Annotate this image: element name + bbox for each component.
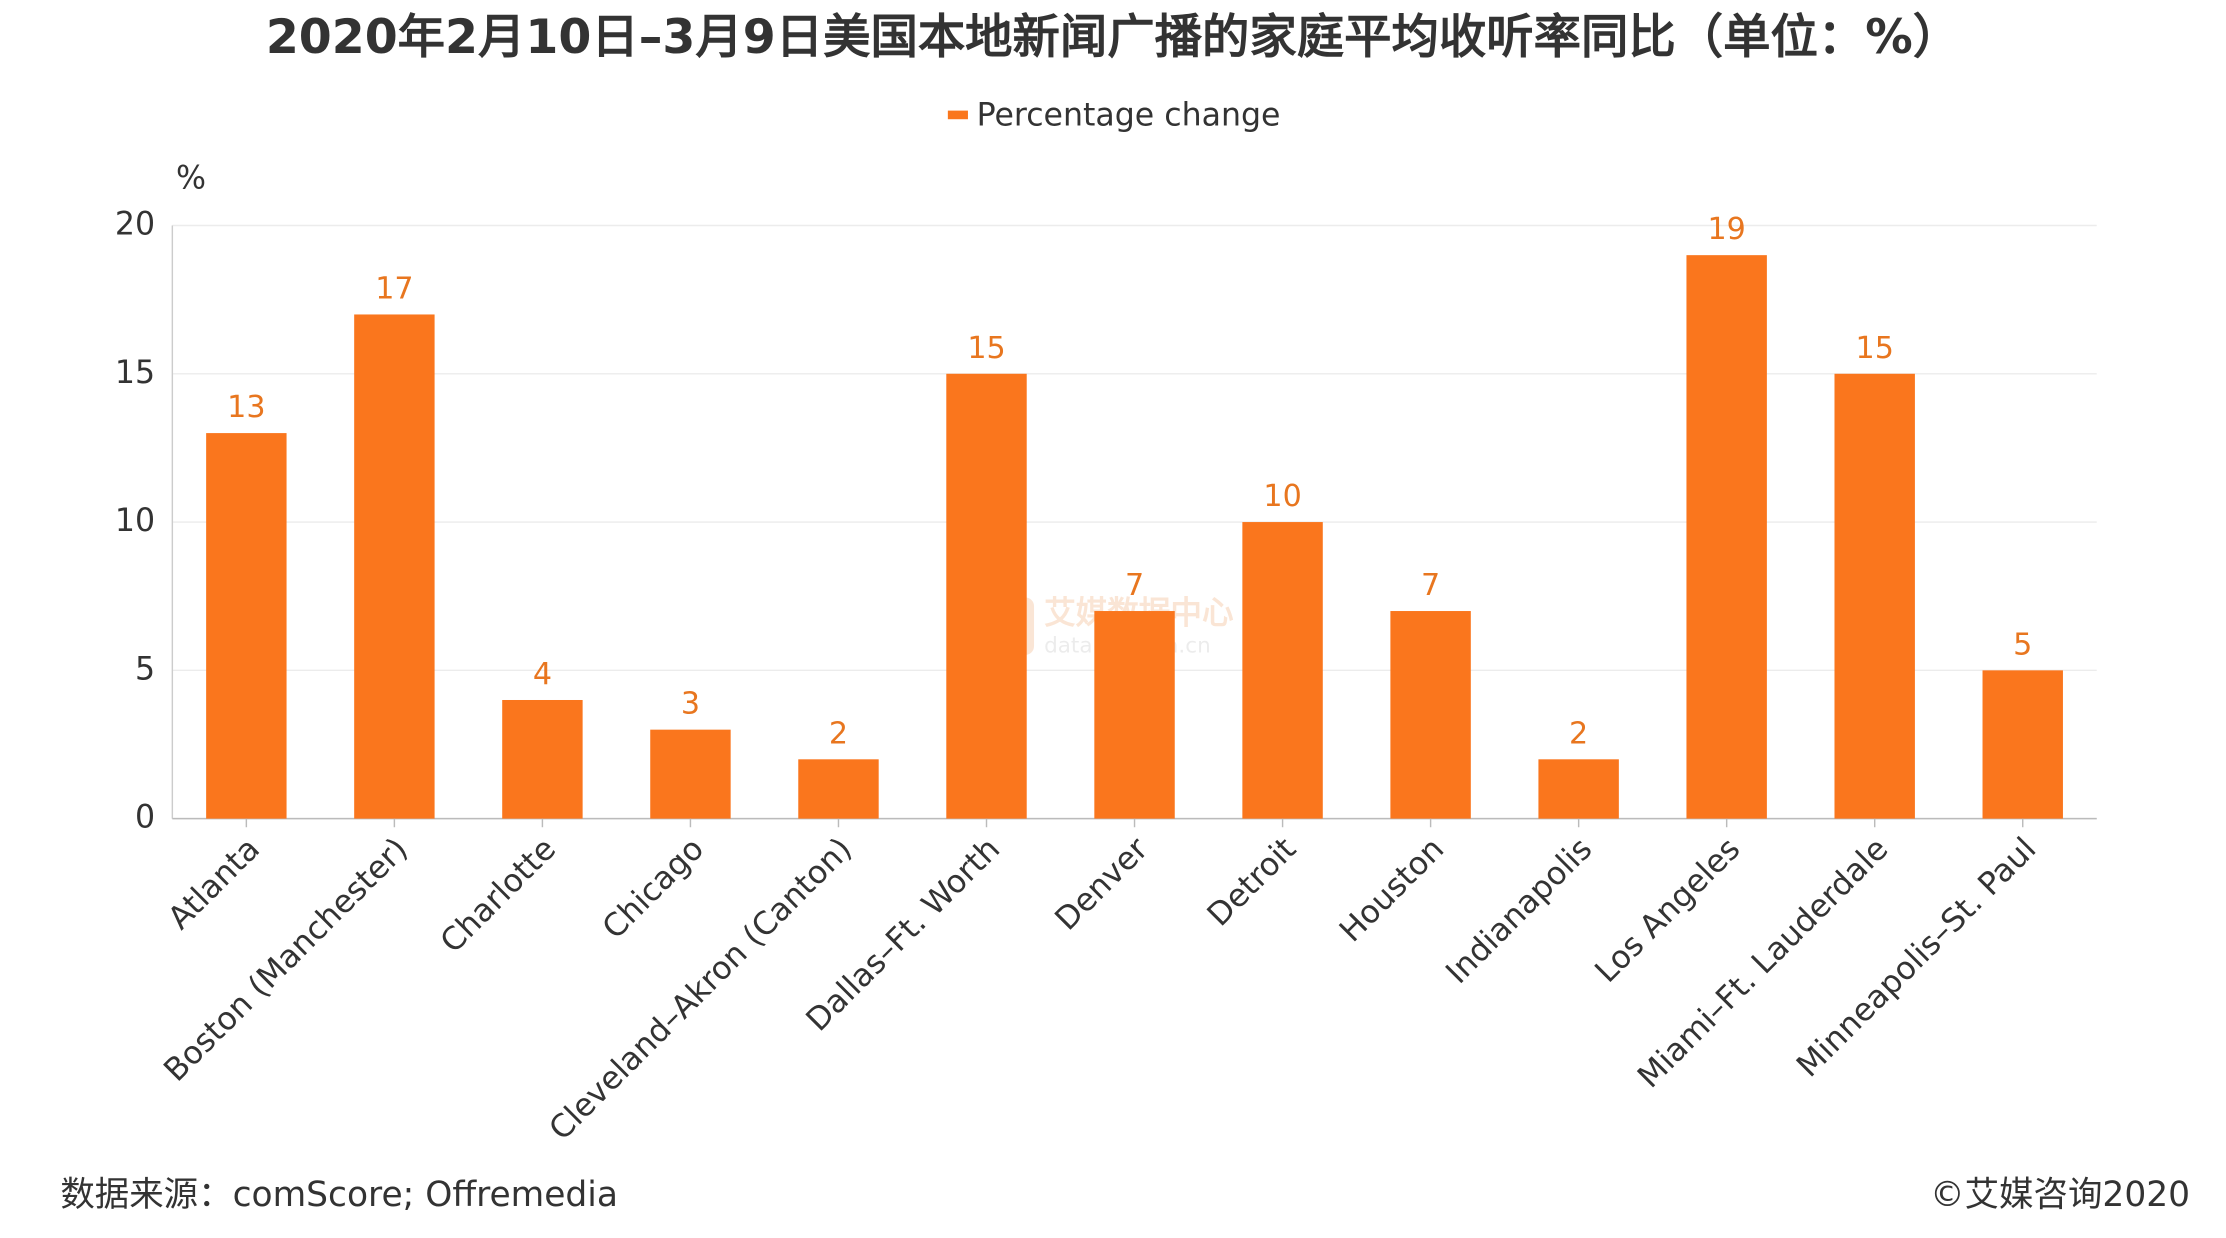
data-label: 4	[533, 657, 552, 692]
legend-swatch	[947, 110, 968, 120]
bar	[1834, 373, 1915, 819]
source: 数据来源：comScore; Offremedia	[60, 1175, 618, 1215]
x-tick-label: Miami–Ft. Lauderdale	[1631, 831, 1895, 1095]
legend-label: Percentage change	[977, 97, 1281, 133]
data-label: 13	[227, 390, 265, 425]
bar	[206, 433, 287, 819]
y-tick-label: 10	[115, 503, 155, 539]
bar	[1686, 255, 1767, 819]
data-label: 3	[681, 687, 700, 722]
y-tick-label: 0	[135, 800, 155, 836]
x-tick-label: Minneapolis–St. Paul	[1790, 831, 2043, 1084]
data-label: 7	[1125, 568, 1144, 603]
y-tick-label: 15	[115, 355, 155, 391]
x-tick-label: Boston (Manchester)	[157, 831, 415, 1089]
bar	[1242, 522, 1323, 819]
x-tick-label: Chicago	[596, 831, 711, 946]
data-label: 2	[829, 716, 848, 751]
bar	[650, 729, 731, 819]
data-label: 15	[967, 331, 1005, 366]
bar	[946, 373, 1027, 819]
x-tick-label: Denver	[1049, 831, 1156, 938]
y-tick-label: 20	[115, 207, 155, 243]
x-tick-label: Atlanta	[161, 831, 267, 937]
chart-title: 2020年2月10日–3月9日美国本地新闻广播的家庭平均收听率同比（单位：%）	[266, 10, 1960, 65]
bar	[354, 314, 435, 819]
x-tick-label: Los Angeles	[1588, 831, 1747, 990]
data-label: 17	[375, 272, 413, 307]
bar	[1538, 759, 1619, 819]
bar	[1094, 611, 1175, 819]
x-tick-label: Indianapolis	[1439, 831, 1599, 991]
x-tick-label: Charlotte	[434, 831, 563, 960]
x-tick-label: Detroit	[1201, 831, 1303, 933]
x-tick-label: Houston	[1333, 831, 1451, 949]
data-label: 2	[1569, 716, 1588, 751]
bar	[1982, 670, 2063, 819]
y-tick-label: 5	[135, 651, 155, 687]
data-label: 10	[1263, 479, 1301, 514]
y-axis-label: %	[176, 161, 206, 197]
data-label: 15	[1856, 331, 1894, 366]
copyright: ©艾媒咨询2020	[1930, 1175, 2190, 1215]
data-label: 7	[1421, 568, 1440, 603]
x-tick-label: Cleveland–Akron (Canton)	[543, 831, 860, 1148]
bar	[1390, 611, 1471, 819]
bar	[798, 759, 879, 819]
data-label: 5	[2013, 627, 2032, 662]
bar	[502, 699, 583, 819]
data-label: 19	[1707, 212, 1745, 247]
